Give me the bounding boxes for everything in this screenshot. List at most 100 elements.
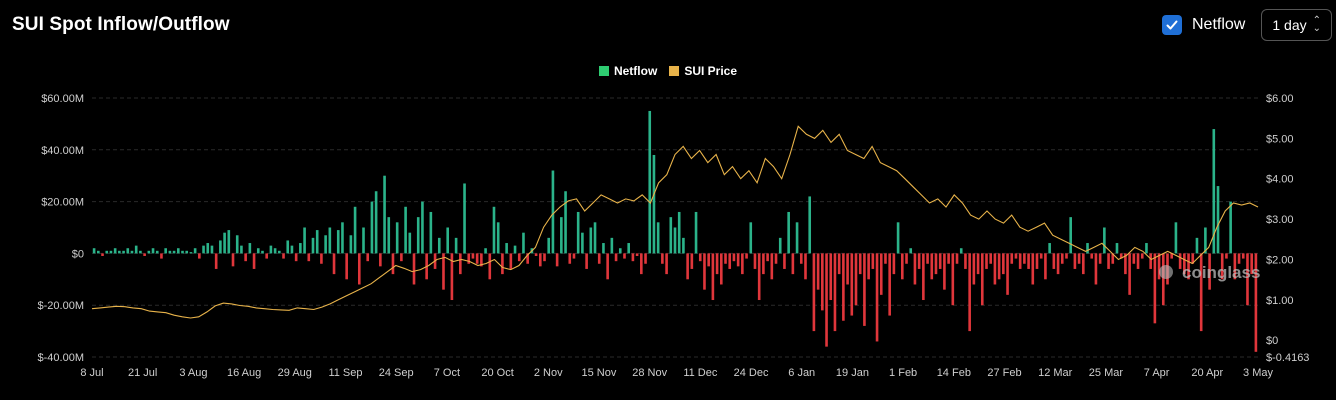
- netflow-bar: [993, 253, 997, 285]
- netflow-bar: [1204, 227, 1207, 254]
- netflow-bar: [471, 253, 475, 259]
- netflow-bar: [753, 253, 757, 269]
- x-tick-label: 3 May: [1243, 367, 1273, 379]
- y-left-tick-label: $60.00M: [41, 93, 84, 105]
- netflow-bar: [480, 253, 483, 267]
- netflow-bar: [555, 253, 559, 267]
- netflow-bar: [256, 248, 260, 254]
- netflow-bar: [917, 253, 921, 269]
- netflow-bar: [707, 253, 710, 267]
- netflow-bar: [353, 206, 357, 254]
- netflow-bar: [139, 250, 142, 254]
- netflow-bar: [294, 253, 298, 262]
- netflow-bar: [715, 253, 719, 275]
- netflow-bar: [459, 253, 462, 275]
- netflow-bar: [189, 252, 193, 254]
- netflow-bar: [496, 222, 500, 254]
- netflow-bar: [101, 253, 104, 256]
- netflow-bar: [703, 253, 706, 290]
- netflow-bar: [1195, 237, 1199, 254]
- netflow-bar: [720, 253, 723, 285]
- netflow-bar: [202, 245, 205, 254]
- netflow-bar: [509, 253, 513, 269]
- y-left-tick-label: $0: [72, 248, 84, 260]
- netflow-bar: [391, 253, 395, 275]
- netflow-bar: [1229, 201, 1232, 254]
- netflow-bar: [282, 253, 285, 259]
- page-title: SUI Spot Inflow/Outflow: [12, 14, 230, 35]
- netflow-bar: [686, 253, 689, 280]
- netflow-bar: [964, 253, 967, 269]
- netflow-bar: [783, 253, 786, 269]
- netflow-bar: [160, 253, 163, 259]
- netflow-bar: [240, 245, 243, 254]
- interval-select[interactable]: 1 day ⌃ ⌄: [1261, 9, 1332, 41]
- netflow-bar: [366, 253, 370, 262]
- netflow-bar: [1073, 253, 1077, 269]
- netflow-bar: [1098, 253, 1102, 264]
- y-right-tick-label: $6.00: [1266, 93, 1294, 105]
- netflow-bar: [501, 253, 504, 275]
- y-left-tick-label: $40.00M: [41, 145, 84, 157]
- netflow-bar: [631, 253, 635, 262]
- netflow-bar: [901, 253, 904, 280]
- netflow-bar: [980, 253, 984, 306]
- y-left-tick-label: $20.00M: [41, 197, 84, 209]
- x-tick-label: 24 Sep: [379, 367, 414, 379]
- netflow-bar: [547, 237, 551, 254]
- x-tick-label: 27 Feb: [987, 367, 1021, 379]
- netflow-bar: [745, 253, 748, 259]
- netflow-bar: [164, 248, 167, 254]
- netflow-bar: [231, 253, 235, 267]
- netflow-bar: [1124, 253, 1127, 275]
- netflow-bar: [374, 191, 378, 254]
- netflow-bar: [892, 253, 896, 275]
- netflow-bar: [627, 243, 630, 254]
- netflow-bar: [602, 243, 605, 254]
- netflow-bar: [1077, 253, 1081, 264]
- netflow-bar: [572, 253, 576, 259]
- netflow-bar: [1035, 253, 1039, 269]
- netflow-bar: [1170, 253, 1174, 259]
- netflow-bar: [122, 250, 125, 254]
- netflow-bar: [1250, 253, 1253, 275]
- netflow-bar: [395, 222, 399, 254]
- netflow-bar: [896, 222, 900, 254]
- netflow-bar: [749, 222, 753, 254]
- netflow-checkbox[interactable]: [1162, 15, 1182, 35]
- netflow-bar: [597, 253, 601, 264]
- netflow-bar: [248, 243, 252, 254]
- netflow-bar: [635, 253, 639, 256]
- netflow-bar: [109, 250, 113, 254]
- netflow-bar: [1082, 253, 1085, 275]
- netflow-bar: [762, 253, 765, 275]
- netflow-bar: [130, 250, 134, 254]
- x-tick-label: 2 Nov: [534, 367, 563, 379]
- netflow-bar: [1039, 253, 1043, 259]
- y-right-tick-label: $5.00: [1266, 133, 1294, 145]
- x-tick-label: 29 Aug: [278, 367, 312, 379]
- legend-label-price: SUI Price: [684, 64, 738, 78]
- netflow-bar: [1178, 253, 1182, 269]
- legend-item-netflow[interactable]: Netflow: [598, 64, 657, 78]
- netflow-bar: [1086, 243, 1089, 254]
- netflow-bar: [640, 253, 643, 275]
- netflow-toggle-label[interactable]: Netflow: [1192, 16, 1246, 33]
- netflow-bar: [884, 253, 887, 264]
- netflow-bar: [336, 230, 340, 254]
- netflow-bar: [1199, 253, 1203, 332]
- x-tick-label: 7 Oct: [434, 367, 460, 379]
- netflow-bar: [219, 240, 222, 254]
- netflow-bar: [879, 253, 883, 295]
- netflow-bar: [1254, 253, 1258, 352]
- netflow-bar: [286, 240, 290, 254]
- netflow-bar: [606, 253, 609, 280]
- netflow-bar: [463, 183, 466, 254]
- netflow-bar: [1157, 253, 1161, 280]
- netflow-bar: [968, 253, 971, 332]
- netflow-bar: [118, 250, 121, 254]
- netflow-bar: [913, 253, 917, 285]
- netflow-bar: [871, 253, 875, 269]
- legend-item-price[interactable]: SUI Price: [669, 64, 737, 78]
